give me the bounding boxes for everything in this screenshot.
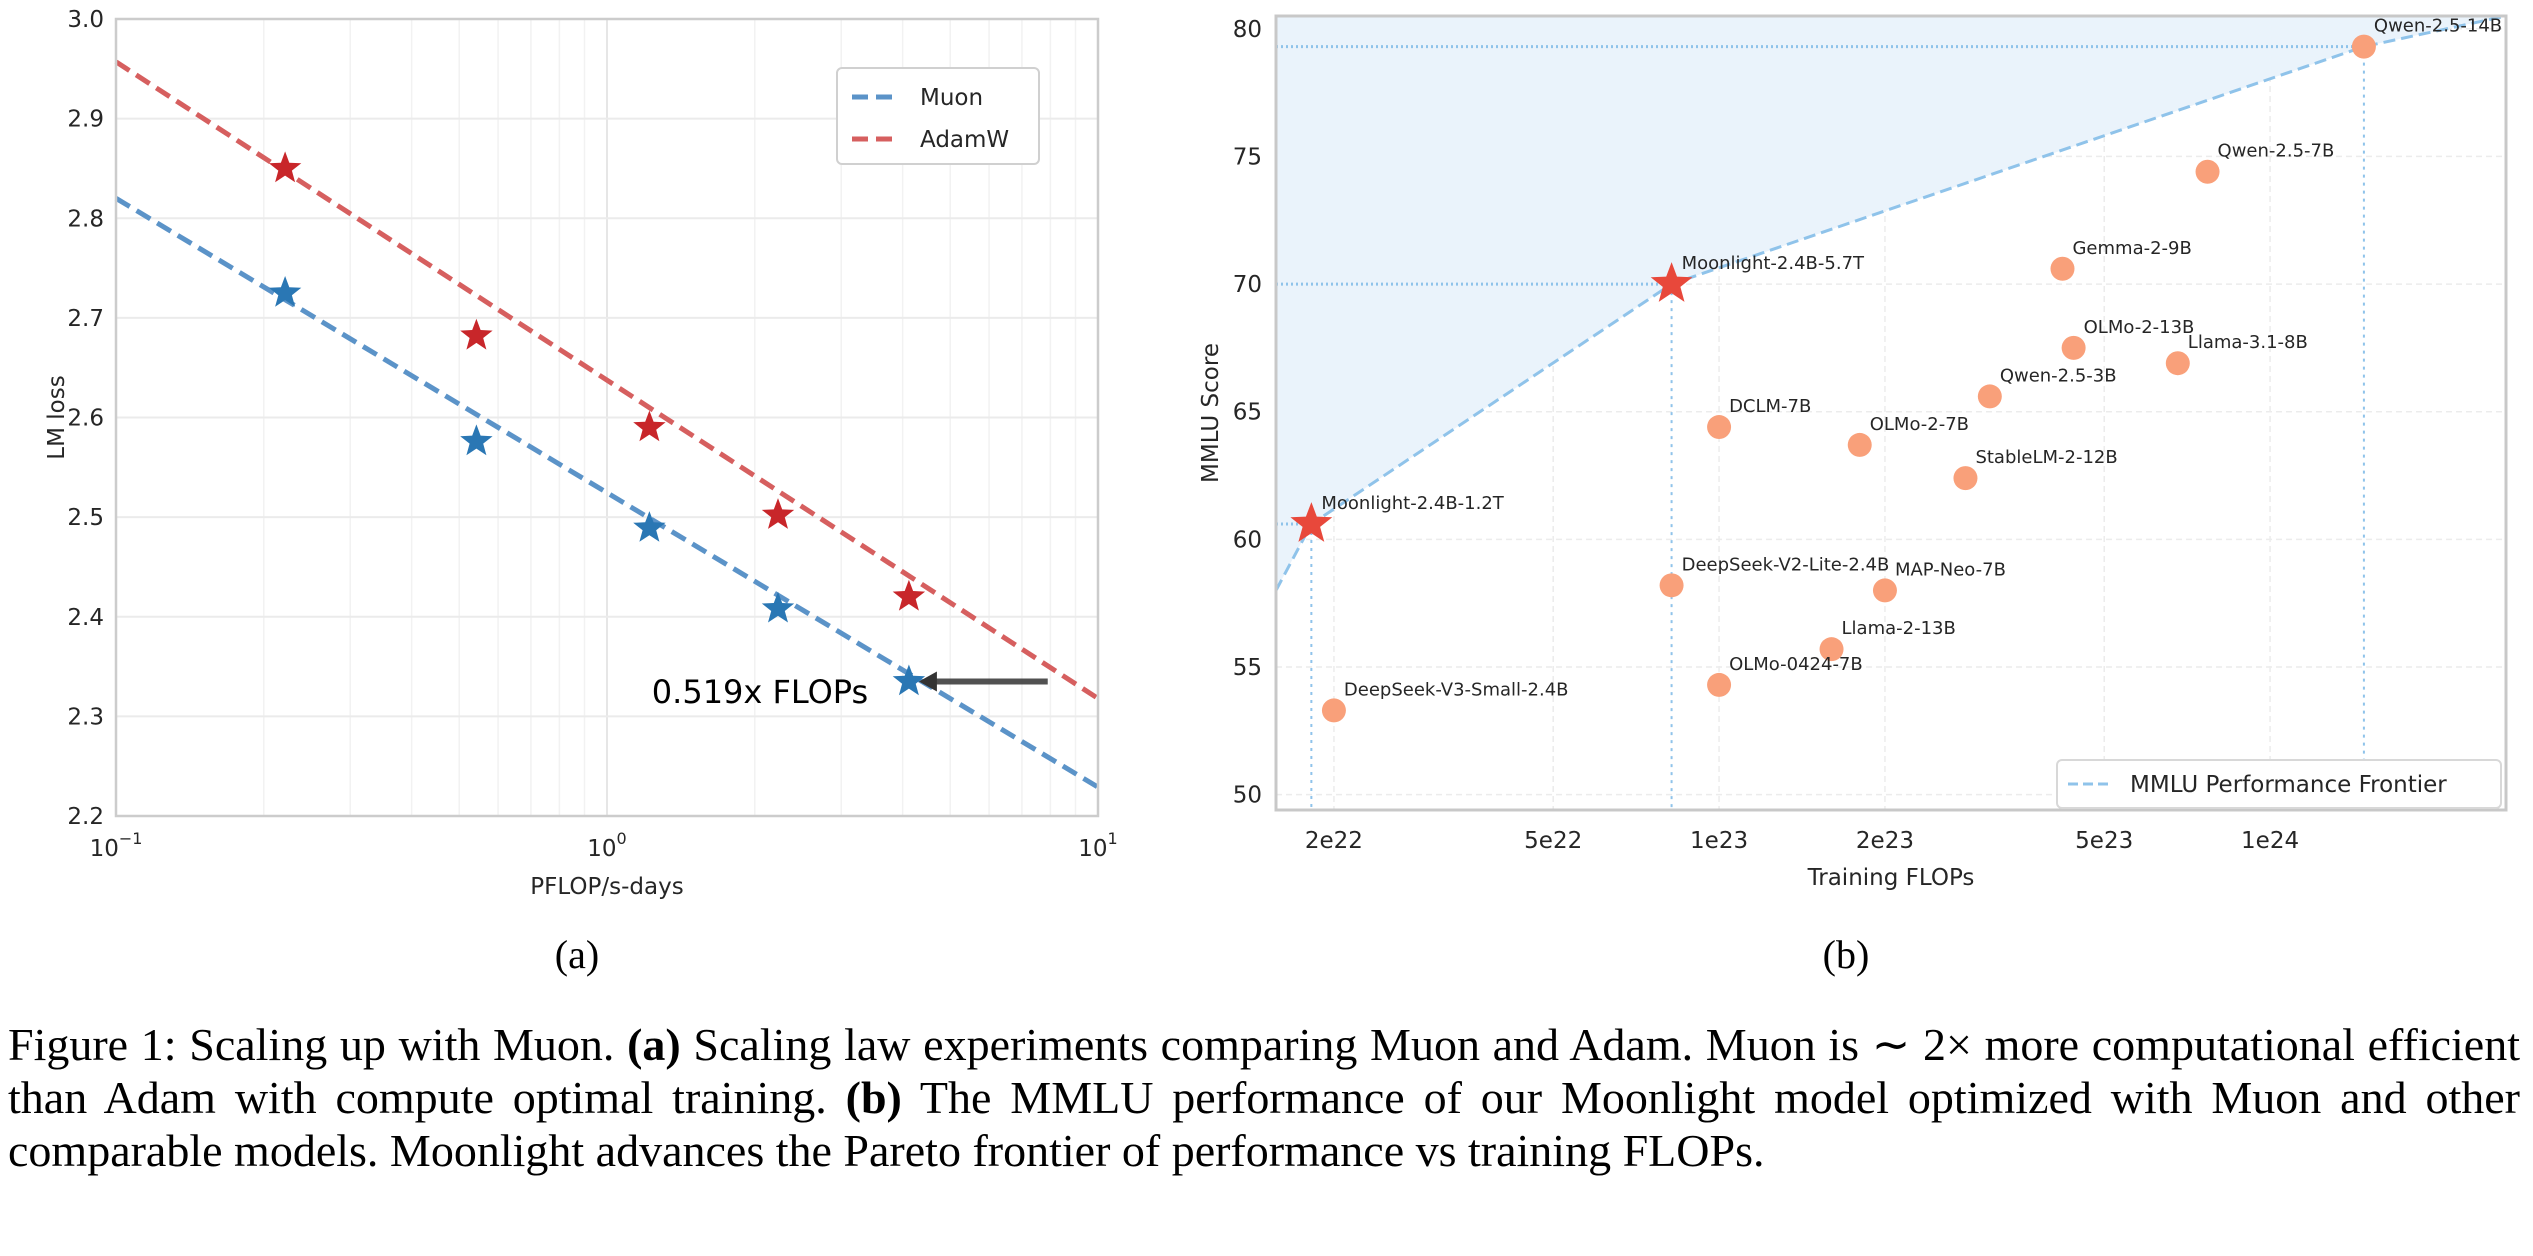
- model-point: [1819, 637, 1844, 662]
- y-tick-label: 2.6: [67, 406, 104, 432]
- y-tick-label: 2.9: [67, 107, 104, 133]
- model-point-label: Qwen-2.5-14B: [2374, 16, 2502, 37]
- chart-b-mmlu-frontier: 2e22 5e22 1e23 2e23 5e23 1e24 50 55 60 65 70 75 80 Mo…: [1198, 14, 2508, 977]
- y-tick-label: 50: [1233, 783, 1262, 809]
- y-tick-label: 80: [1233, 17, 1262, 43]
- model-point: [1321, 698, 1346, 723]
- muon-star-point: [633, 511, 666, 542]
- model-point: [1659, 573, 1684, 598]
- annotation-text: 0.519x FLOPs: [652, 673, 868, 711]
- y-tick-label: 75: [1233, 144, 1262, 170]
- y-tick-label: 60: [1233, 527, 1262, 553]
- y-tick-label: 2.3: [67, 704, 104, 730]
- model-point: [2050, 256, 2075, 281]
- chart-a-scaling-law: 10−1 100 1012.22.32.42.52.62.72.82.93.00.5…: [44, 7, 1118, 977]
- x-tick-label: 2e23: [1856, 828, 1914, 854]
- plot-frame: [114, 17, 1100, 818]
- x-tick-label: 101: [1078, 829, 1117, 862]
- model-point: [1977, 384, 2002, 409]
- model-point-label: Moonlight-2.4B-1.2T: [1321, 493, 1504, 514]
- x-tick-label: 2e22: [1305, 828, 1363, 854]
- model-point: [2165, 351, 2190, 376]
- legend-label-frontier: MMLU Performance Frontier: [2130, 772, 2447, 798]
- legend-label-muon: Muon: [920, 85, 983, 111]
- muon-star-point: [761, 591, 795, 623]
- adamw-star-point: [268, 151, 302, 183]
- muon-star-point: [460, 424, 493, 456]
- muon-star-point: [892, 664, 926, 696]
- x-tick-label: 1e24: [2241, 828, 2299, 854]
- x-tick-label: 1e23: [1690, 828, 1748, 854]
- x-tick-base: 10: [587, 836, 616, 862]
- model-point-label: Qwen-2.5-7B: [2218, 141, 2335, 162]
- y-axis-label: MMLU Score: [1198, 343, 1224, 483]
- x-tick-base: 10: [90, 836, 119, 862]
- model-point-label: Gemma-2-9B: [2072, 238, 2191, 259]
- model-point-label: StableLM-2-12B: [1975, 447, 2117, 468]
- model-point-label: Llama-3.1-8B: [2188, 332, 2308, 353]
- caption-text: Figure 1: Scaling up with Muon.: [8, 1019, 628, 1070]
- x-tick-label: 5e22: [1524, 828, 1582, 854]
- x-axis-label: Training FLOPs: [1807, 865, 1975, 891]
- x-tick-base: 10: [1078, 836, 1107, 862]
- model-point-label: OLMo-2-7B: [1870, 414, 1969, 435]
- model-point: [1953, 466, 1978, 491]
- model-point-label: OLMo-2-13B: [2084, 317, 2195, 338]
- y-axis-label: LM loss: [44, 375, 70, 459]
- model-point: [2061, 335, 2086, 360]
- model-point: [1847, 432, 1872, 457]
- x-tick-label: 100: [587, 829, 626, 862]
- y-tick-label: 3.0: [67, 7, 104, 33]
- model-point: [1872, 578, 1897, 603]
- plot-frame: [1274, 14, 2508, 812]
- model-point: [1707, 415, 1732, 440]
- annotation-arrowhead: [918, 671, 937, 692]
- x-tick-label: 5e23: [2075, 828, 2133, 854]
- model-point-label: Qwen-2.5-3B: [2000, 365, 2117, 386]
- adamw-star-point: [633, 410, 666, 442]
- model-point-label: Llama-2-13B: [1842, 618, 1956, 639]
- x-tick-label: 10−1: [90, 829, 143, 862]
- model-point-label: DeepSeek-V2-Lite-2.4B: [1682, 554, 1890, 575]
- caption-text: The MMLU performance of our Moonlight mo…: [8, 1072, 2520, 1176]
- model-point-label: OLMo-0424-7B: [1729, 654, 1863, 675]
- adamw-star-point: [761, 498, 795, 529]
- model-point: [2351, 34, 2376, 59]
- moonlight-star-point: [1290, 502, 1333, 542]
- model-point: [1707, 672, 1732, 697]
- caption-text: Scaling law experiments comparing Muon a…: [8, 1019, 2520, 1123]
- model-point-label: Moonlight-2.4B-5.7T: [1682, 253, 1865, 274]
- panel-label-a: (a): [555, 932, 599, 977]
- x-tick-exponent: 1: [1108, 829, 1118, 848]
- x-axis-label: PFLOP/s-days: [530, 874, 683, 900]
- model-point-label: MAP-Neo-7B: [1895, 559, 2006, 580]
- y-tick-label: 2.4: [67, 605, 104, 631]
- model-point-label: DeepSeek-V3-Small-2.4B: [1344, 679, 1569, 700]
- panel-label-b: (b): [1823, 932, 1870, 977]
- y-tick-label: 55: [1233, 655, 1262, 681]
- muon-star-point: [268, 276, 302, 307]
- x-tick-exponent: 0: [617, 829, 627, 848]
- adamw-star-point: [460, 318, 493, 350]
- y-tick-label: 2.8: [67, 206, 104, 232]
- figure: 10−1 100 1012.22.32.42.52.62.72.82.93.00.5…: [44, 7, 2508, 977]
- y-tick-label: 65: [1233, 400, 1262, 426]
- legend-label-adamw: AdamW: [920, 127, 1009, 153]
- figure-caption: Figure 1: Scaling up with Muon. (a) Scal…: [8, 1018, 2520, 1177]
- moonlight-star-point: [1650, 262, 1693, 302]
- y-tick-label: 2.7: [67, 306, 104, 332]
- model-point-label: DCLM-7B: [1729, 396, 1811, 417]
- y-tick-label: 2.5: [67, 505, 104, 531]
- frontier-shaded-region: [1276, 16, 2506, 591]
- caption-panel-ref: (b): [845, 1072, 902, 1123]
- x-tick-exponent: −1: [119, 829, 143, 848]
- legend-box: [2056, 759, 2502, 809]
- adamw-star-point: [892, 579, 926, 611]
- y-tick-label: 2.2: [67, 804, 104, 830]
- caption-panel-ref: (a): [627, 1019, 681, 1070]
- y-tick-label: 70: [1233, 272, 1262, 298]
- model-point: [2195, 159, 2220, 184]
